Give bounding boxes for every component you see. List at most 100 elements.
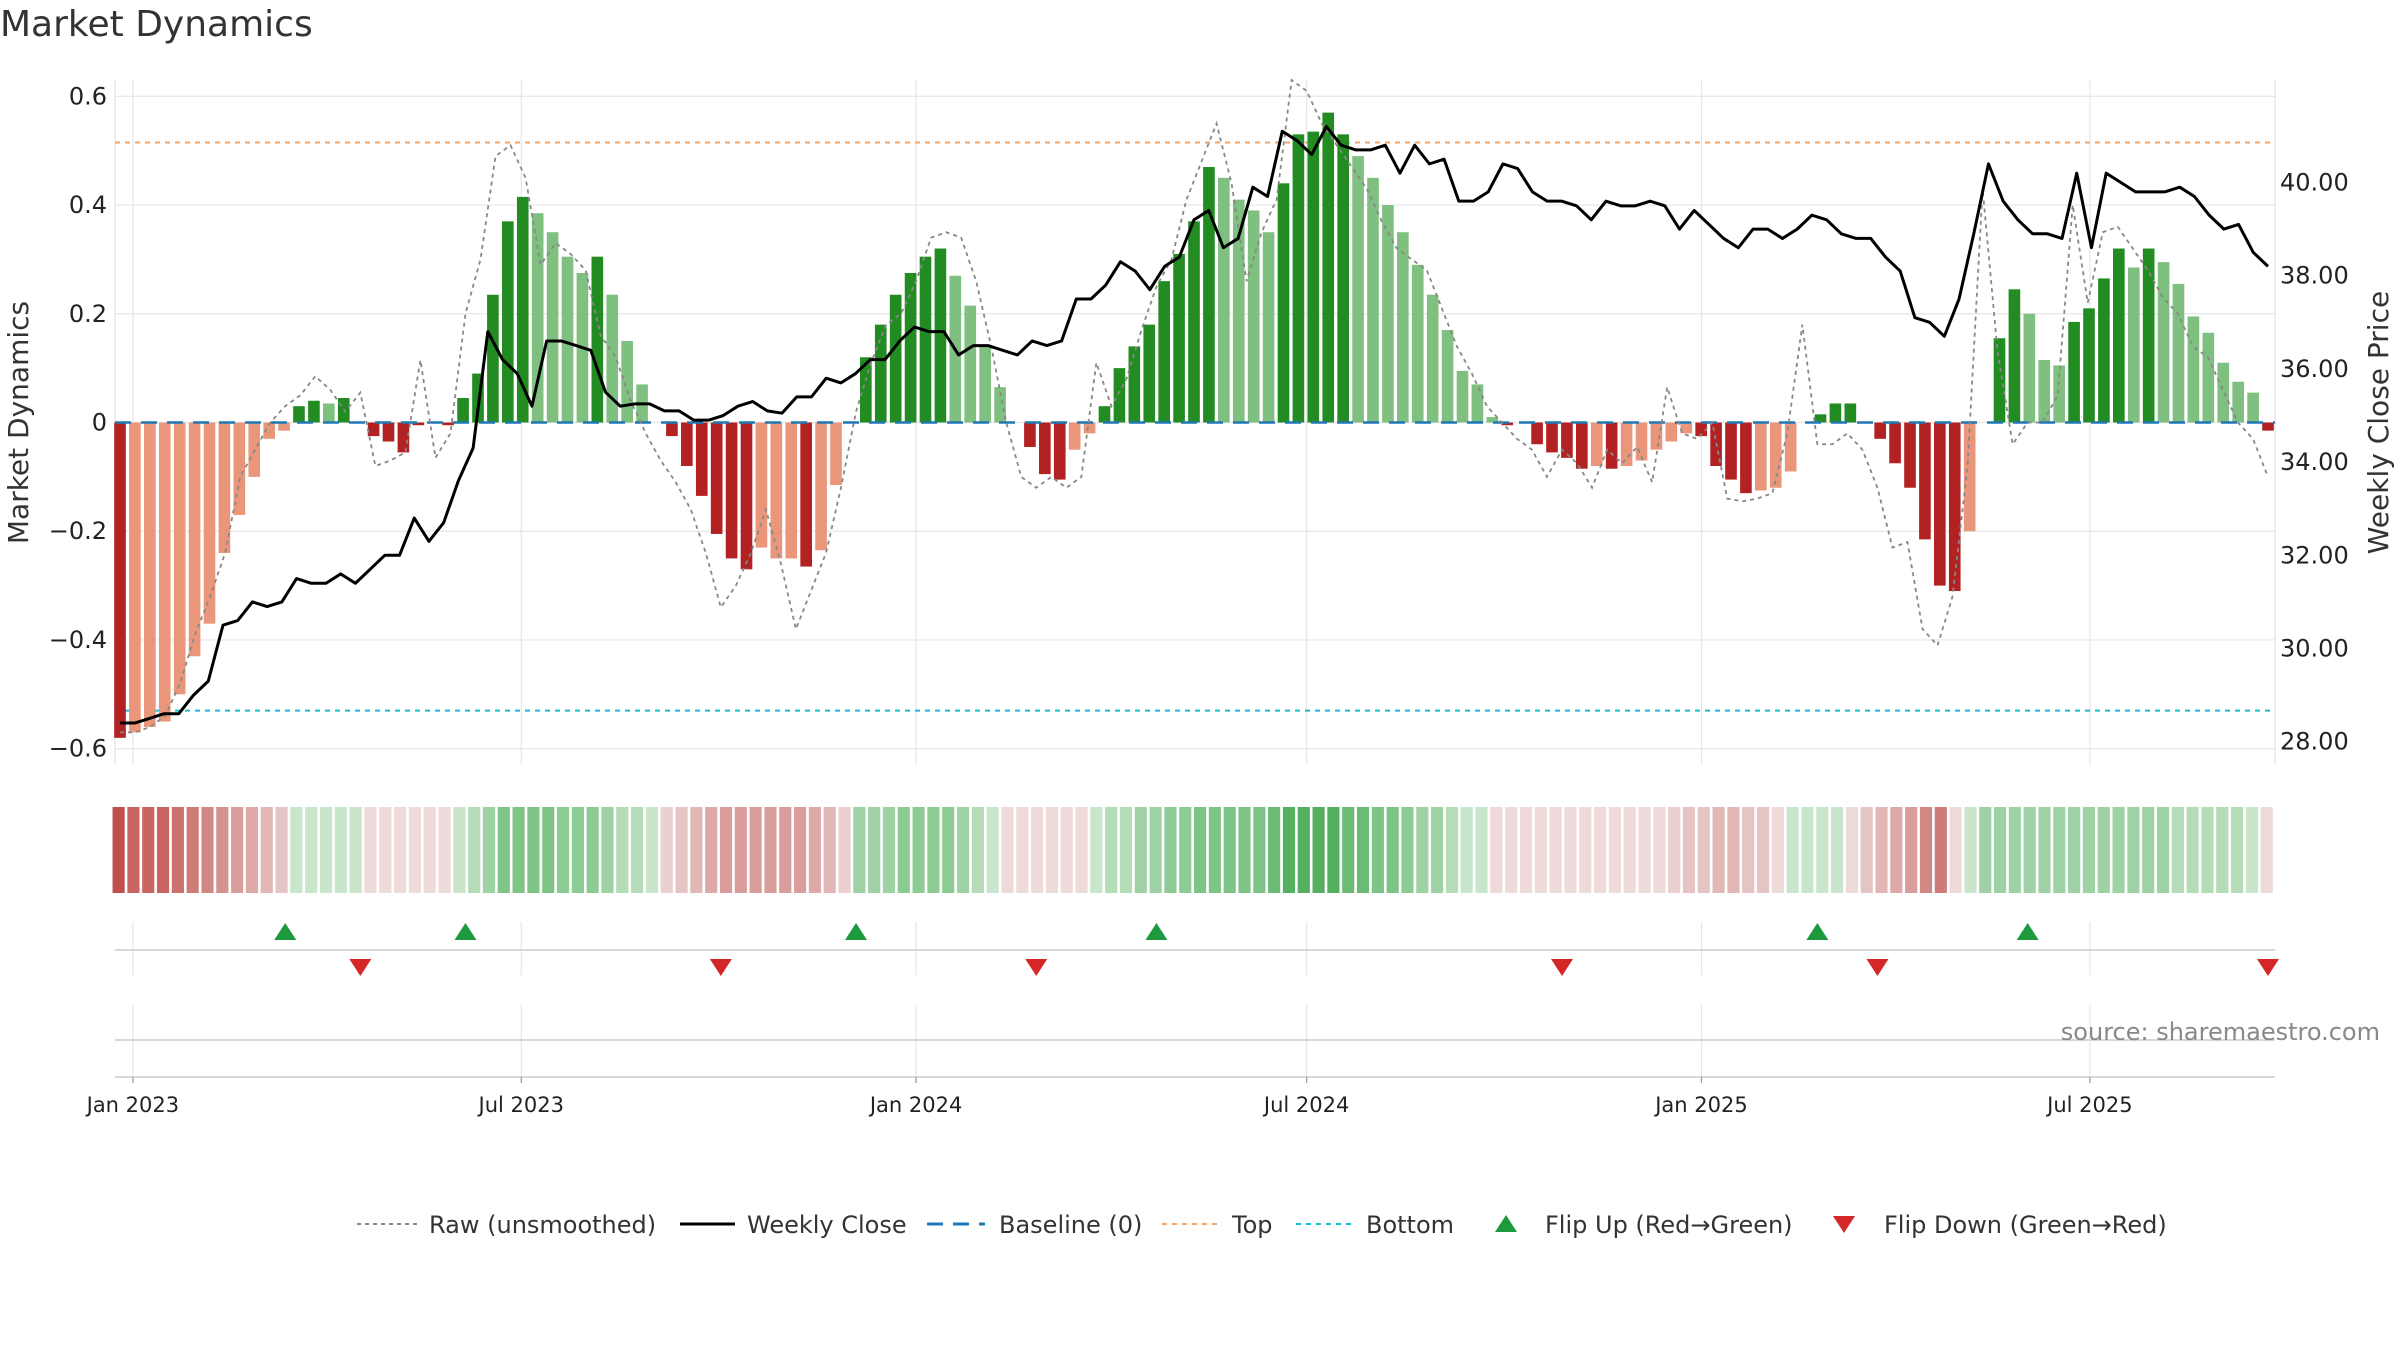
regime-strip-cell (986, 807, 999, 893)
dynamics-bar (1531, 422, 1543, 445)
x-tick-label: Jul 2023 (477, 1093, 564, 1117)
regime-strip-cell (1593, 807, 1607, 893)
regime-strip-cell (779, 807, 792, 893)
regime-strip-cell (1771, 807, 1784, 893)
regime-strip-cell (971, 807, 984, 893)
flip-up-marker (2016, 923, 2039, 940)
legend-label: Baseline (0) (999, 1211, 1142, 1239)
dynamics-bar (695, 422, 708, 496)
y-tick-label: −0.4 (49, 626, 107, 654)
regime-strip-cell (749, 807, 762, 893)
dynamics-bar (755, 422, 768, 548)
dynamics-bar (815, 422, 827, 551)
regime-strip-cell (231, 807, 244, 893)
regime-strip-cell (1371, 807, 1384, 893)
y-tick-label: 0 (92, 409, 107, 437)
regime-strip-cell (2068, 807, 2081, 893)
regime-strip-cell (645, 807, 659, 893)
y2-tick-label: 34.00 (2280, 448, 2349, 476)
regime-strip-cell (245, 807, 259, 893)
dynamics-bar (1486, 417, 1499, 423)
regime-strip-cell (275, 807, 288, 893)
regime-strip-cell (1060, 807, 1073, 893)
dynamics-bar (1889, 422, 1901, 464)
regime-strip-cell (1045, 807, 1059, 893)
legend-label: Weekly Close (747, 1211, 907, 1239)
regime-strip-cell (1831, 807, 1844, 893)
y-tick-label: 0.4 (69, 191, 107, 219)
regime-strip-cell (112, 807, 125, 893)
dynamics-bar (1158, 281, 1170, 423)
x-tick-label: Jan 2024 (868, 1093, 963, 1117)
regime-strip-cell (2127, 807, 2140, 893)
dynamics-bar (1620, 422, 1633, 466)
dynamics-bar (1874, 422, 1886, 439)
dynamics-bar (1307, 131, 1320, 423)
dynamics-bar (1919, 422, 1931, 540)
dynamics-bar (874, 324, 887, 423)
raw-line (120, 78, 2269, 734)
regime-strip-cell (1727, 807, 1740, 893)
legend-swatch-flip-up (1495, 1215, 1517, 1232)
regime-strip-cell (1964, 807, 1977, 893)
flip-down-marker (1551, 959, 1574, 976)
dynamics-bar (412, 422, 425, 426)
dynamics-bar (1277, 183, 1290, 423)
y2-tick-label: 36.00 (2280, 355, 2349, 383)
dynamics-bar (1993, 338, 2006, 423)
dynamics-bar (2202, 332, 2215, 423)
dynamics-bar (1053, 422, 1066, 480)
dynamics-bar (1411, 264, 1424, 423)
regime-strip-cell (1297, 807, 1310, 893)
dynamics-bar (158, 422, 171, 722)
regime-strip-cell (823, 807, 836, 893)
regime-strip-cell (2053, 807, 2066, 893)
dynamics-bar (1441, 330, 1454, 423)
dynamics-bar (666, 422, 678, 437)
regime-strip-cell (1623, 807, 1636, 893)
regime-strip-cell (497, 807, 510, 893)
dynamics-bar (1963, 422, 1976, 532)
flip-up-marker (274, 923, 297, 940)
regime-strip-cell (794, 807, 807, 893)
dynamics-bar (681, 422, 693, 466)
regime-strip-cell (1460, 807, 1473, 893)
regime-strip-cell (690, 807, 703, 893)
regime-strip-cell (2186, 807, 2199, 893)
regime-strip-cell (2023, 807, 2036, 893)
regime-strip-cell (1756, 807, 1770, 893)
regime-strip-cell (1860, 807, 1873, 893)
regime-strip-cell (468, 807, 481, 893)
regime-strip-cell (408, 807, 421, 893)
regime-strip-cell (186, 807, 199, 893)
regime-strip-cell (527, 807, 540, 893)
regime-strip-cell (897, 807, 910, 893)
regime-strip-cell (1208, 807, 1221, 893)
dynamics-bar (1934, 422, 1946, 586)
x-tick-label: Jul 2025 (2045, 1093, 2132, 1117)
regime-strip-cell (379, 807, 392, 893)
dynamics-bar (1501, 422, 1514, 426)
y2-tick-label: 38.00 (2280, 262, 2349, 290)
regime-strip-cell (1431, 807, 1444, 893)
x-tick-label: Jan 2025 (1653, 1093, 1748, 1117)
regime-strip-cell (734, 807, 747, 893)
dynamics-bar (2083, 308, 2095, 423)
dynamics-bar (1561, 422, 1573, 458)
dynamics-bar (2217, 362, 2230, 423)
regime-strip-cell (912, 807, 925, 893)
dynamics-bar (397, 422, 410, 453)
dynamics-bar (919, 256, 932, 423)
dynamics-bar (1680, 422, 1693, 434)
dynamics-bar (2262, 422, 2274, 431)
dynamics-bar (1098, 406, 1111, 423)
dynamics-bar (114, 422, 126, 738)
dynamics-bar (173, 422, 186, 695)
regime-strip-cell (1712, 807, 1725, 893)
dynamics-bar (1143, 324, 1156, 423)
regime-strip-cell (1668, 807, 1681, 893)
dynamics-bar (800, 422, 812, 567)
weekly-close-line (120, 125, 2270, 725)
dynamics-bar (2142, 248, 2155, 423)
